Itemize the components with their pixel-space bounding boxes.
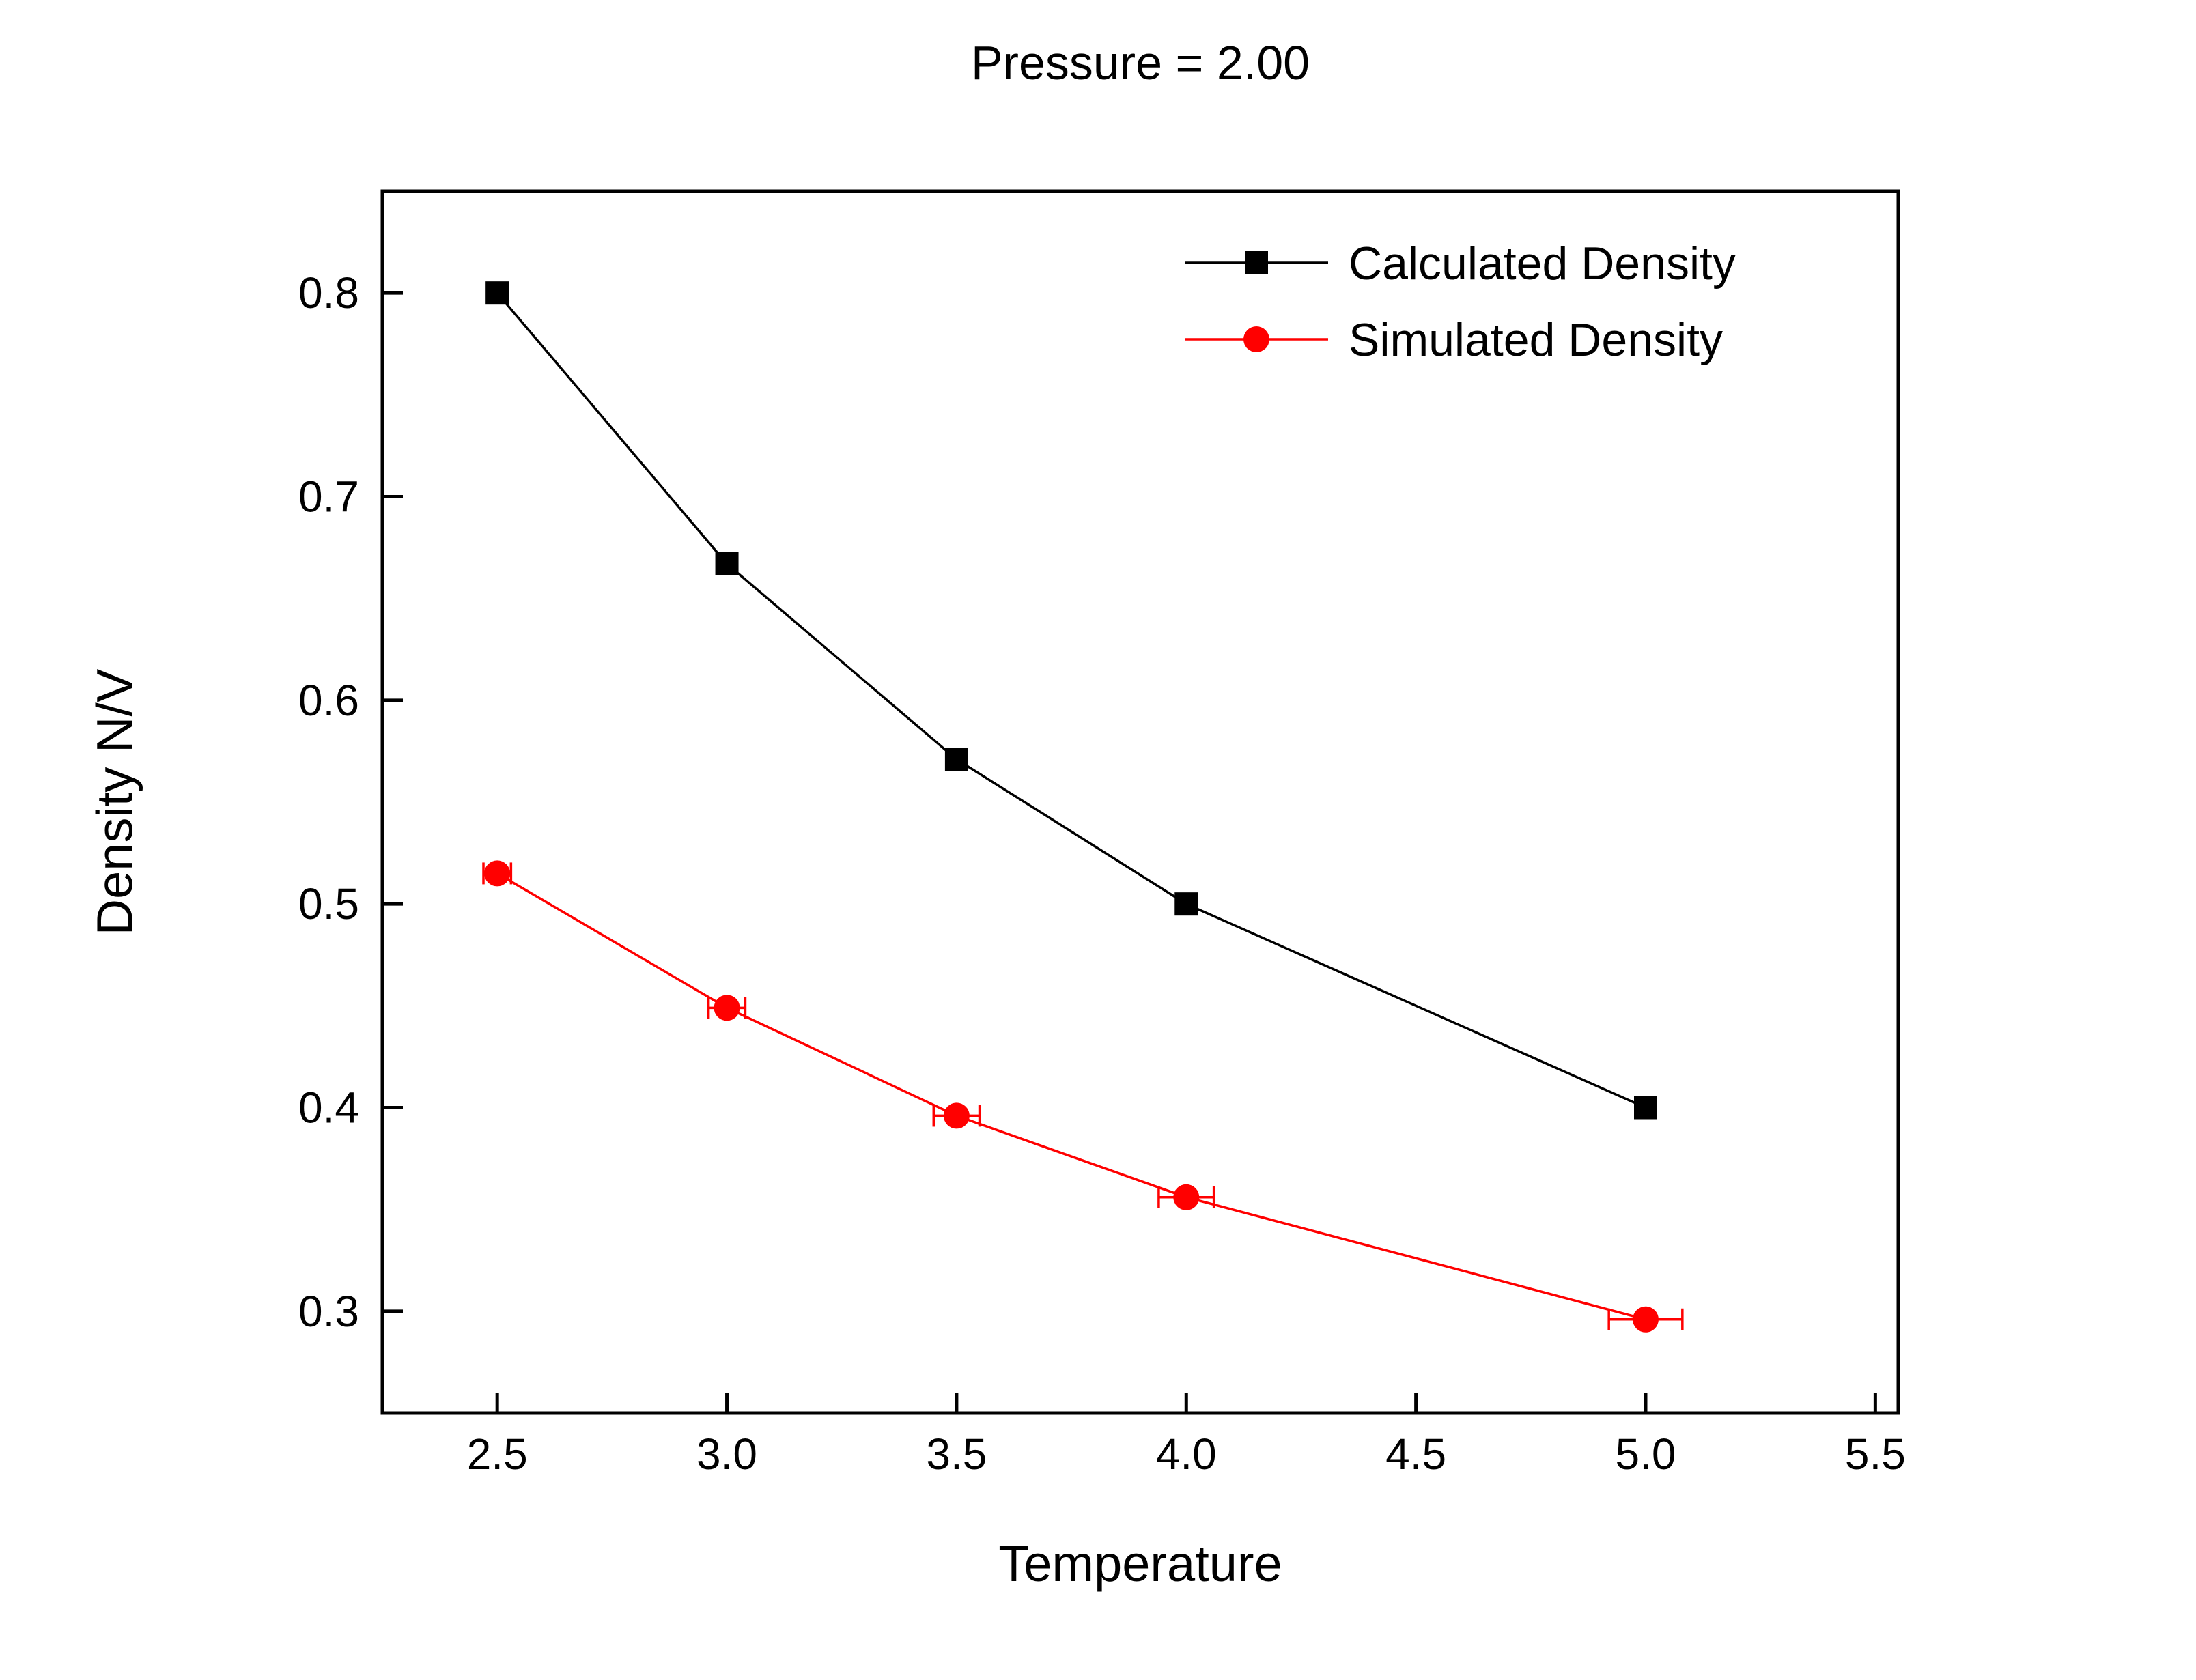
x-tick-label: 5.5: [1845, 1429, 1906, 1479]
square-marker: [1174, 892, 1198, 916]
circle-marker: [1633, 1306, 1659, 1333]
legend-circle-marker: [1243, 326, 1269, 352]
series-line: [496, 872, 1646, 1321]
x-tick-label: 4.0: [1156, 1429, 1217, 1479]
square-marker: [715, 552, 739, 575]
x-tick-label: 4.5: [1385, 1429, 1446, 1479]
legend-label: Calculated Density: [1349, 238, 1736, 289]
x-axis-label: Temperature: [998, 1535, 1282, 1592]
y-tick-label: 0.7: [298, 472, 359, 522]
legend: Calculated Density Simulated Density: [1185, 238, 1736, 366]
x-tick-label: 3.5: [926, 1429, 987, 1479]
circle-marker: [484, 860, 511, 887]
legend-entry: Calculated Density: [1185, 238, 1736, 289]
y-tick-label: 0.5: [298, 879, 359, 928]
x-tick-label: 5.0: [1616, 1429, 1676, 1479]
legend-square-marker: [1245, 251, 1268, 274]
square-marker: [944, 748, 968, 771]
chart-title: Pressure = 2.00: [970, 36, 1310, 89]
plot-frame: [380, 189, 1900, 1415]
legend-entry: Simulated Density: [1185, 314, 1723, 366]
y-tick-label: 0.4: [298, 1083, 359, 1133]
series-square: [485, 281, 1657, 1120]
y-axis: 0.3 0.4 0.5 0.6 0.7 0.8: [298, 268, 403, 1336]
x-axis: 2.5 3.0 3.5 4.0 4.5 5.0 5.5: [467, 1393, 1906, 1479]
square-marker: [1634, 1096, 1657, 1120]
x-tick-label: 3.0: [696, 1429, 757, 1479]
x-tick-label: 2.5: [467, 1429, 528, 1479]
series-line: [496, 292, 1646, 1109]
series-circle: [482, 860, 1684, 1333]
legend-label: Simulated Density: [1349, 314, 1723, 366]
y-tick-label: 0.8: [298, 268, 359, 317]
circle-marker: [1173, 1184, 1200, 1210]
y-tick-label: 0.6: [298, 676, 359, 725]
y-tick-label: 0.3: [298, 1287, 359, 1336]
circle-marker: [943, 1102, 970, 1129]
square-marker: [485, 281, 509, 305]
circle-marker: [714, 995, 740, 1021]
